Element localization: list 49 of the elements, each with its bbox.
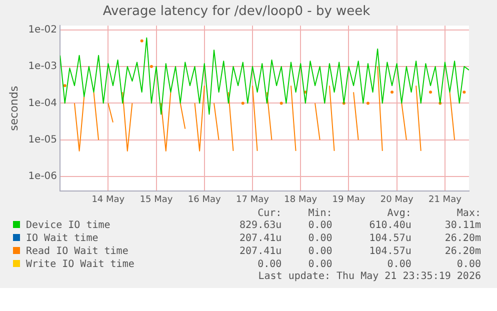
text: 207.41u bbox=[238, 232, 283, 245]
x-tick-label: 21 May bbox=[428, 194, 462, 205]
text: 0.00 bbox=[256, 258, 283, 271]
x-tick-label: 15 May bbox=[140, 194, 174, 205]
text: 104.57u bbox=[368, 245, 412, 258]
point bbox=[241, 102, 244, 105]
point bbox=[429, 90, 432, 94]
text: Last update: Thu May 21 23:35:19 2026 bbox=[257, 271, 482, 282]
y-tick-label: 1e-03 bbox=[28, 61, 58, 72]
point bbox=[63, 84, 66, 88]
y-tick-label: 1e-04 bbox=[28, 98, 58, 109]
legend-label: Write IO Wait time bbox=[25, 258, 136, 271]
legend-label: Read IO Wait time bbox=[25, 245, 130, 258]
point bbox=[462, 90, 466, 94]
x-tick-label: 18 May bbox=[284, 194, 318, 205]
x-tick-label: 14 May bbox=[92, 194, 126, 205]
y-tick-label: 1e-05 bbox=[28, 134, 58, 146]
legend-label: IO Wait time bbox=[25, 232, 100, 245]
y-tick-label: 1e-06 bbox=[28, 171, 58, 182]
y-axis-title: seconds bbox=[7, 86, 20, 131]
x-tick-label: 19 May bbox=[332, 194, 366, 205]
text: 610.40u bbox=[368, 219, 412, 232]
x-tick-label: 16 May bbox=[188, 194, 222, 205]
point bbox=[390, 90, 394, 94]
text: 26.20m bbox=[444, 245, 482, 258]
point bbox=[366, 102, 370, 105]
x-tick-label: 17 May bbox=[236, 194, 270, 205]
point bbox=[280, 102, 283, 105]
text: Cur: bbox=[256, 208, 283, 219]
y-tick-label: 1e-02 bbox=[28, 24, 58, 36]
x-tick-label: 20 May bbox=[380, 194, 414, 205]
text: 0.00 bbox=[307, 258, 334, 271]
text: 26.20m bbox=[444, 232, 482, 245]
text: 829.63u bbox=[238, 219, 283, 232]
text: 0.00 bbox=[307, 232, 334, 245]
text: 0.00 bbox=[307, 219, 334, 232]
text: Min: bbox=[307, 208, 334, 219]
text: 104.57u bbox=[368, 232, 412, 245]
text: Max: bbox=[456, 208, 482, 219]
text: 0.00 bbox=[386, 258, 412, 271]
chart-title: Average latency for /dev/loop0 - by week bbox=[102, 4, 371, 20]
point bbox=[140, 39, 144, 42]
text: 207.41u bbox=[238, 245, 283, 258]
text: 0.00 bbox=[456, 258, 482, 271]
legend-label: Device IO time bbox=[25, 219, 112, 232]
text: 30.11m bbox=[444, 219, 482, 232]
point bbox=[150, 64, 153, 68]
text: 0.00 bbox=[307, 245, 334, 258]
text: Avg: bbox=[386, 208, 412, 219]
